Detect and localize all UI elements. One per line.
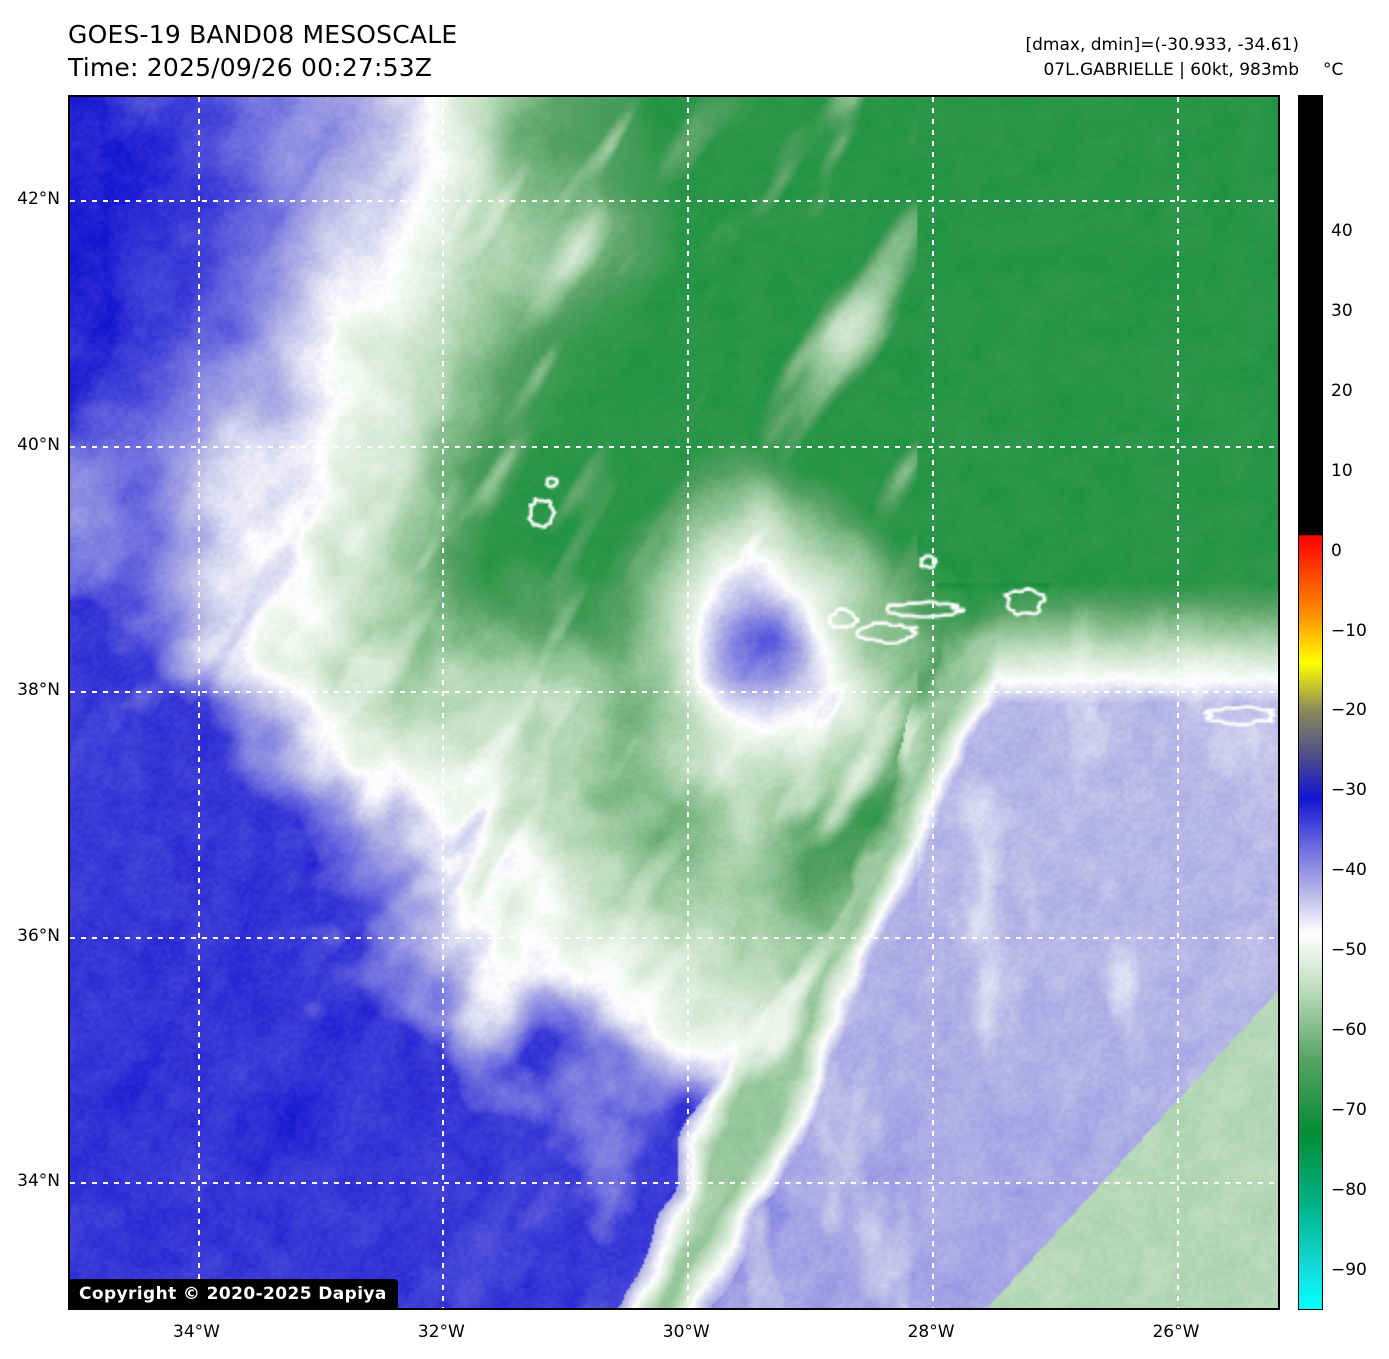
colorbar-tick-label: −10 [1331,620,1367,641]
lat-tick-label: 36°N [17,925,60,946]
lon-tick-label: 26°W [1152,1322,1200,1342]
colorbar-tick-label: −50 [1331,940,1367,961]
storm-info: 07L.GABRIELLE | 60kt, 983mb [1043,60,1299,80]
page-title: GOES-19 BAND08 MESOSCALE [68,20,458,49]
lon-tick-label: 34°W [173,1322,221,1342]
colorbar-tick-label: −70 [1331,1100,1367,1121]
colorbar-tick-label: 0 [1331,540,1342,561]
lon-tick-label: 28°W [907,1322,955,1342]
header-meta-block: [dmax, dmin]=(-30.933, -34.61) 07L.GABRI… [1026,33,1300,83]
colorbar-tick-label: 20 [1331,380,1353,401]
colorbar-tick-label: 40 [1331,220,1353,241]
timestamp: Time: 2025/09/26 00:27:53Z [68,53,433,82]
colorbar-unit-label: °C [1323,60,1344,80]
header-title-block: GOES-19 BAND08 MESOSCALE Time: 2025/09/2… [68,18,457,84]
colorbar-tick-label: −30 [1331,780,1367,801]
copyright-watermark: Copyright © 2020-2025 Dapiya [68,1279,398,1310]
lon-tick-label: 30°W [662,1322,710,1342]
colorbar-tick-label: −40 [1331,860,1367,881]
colorbar-gradient [1299,96,1322,1309]
colorbar[interactable] [1298,95,1323,1310]
colorbar-tick-label: −80 [1331,1180,1367,1201]
colorbar-tick-label: 10 [1331,460,1353,481]
colorbar-tick-label: −60 [1331,1020,1367,1041]
lat-tick-label: 38°N [17,680,60,701]
lon-tick-label: 32°W [417,1322,465,1342]
lat-tick-label: 42°N [17,189,60,210]
satellite-map-panel[interactable] [68,95,1280,1310]
satellite-imagery [70,97,1278,1308]
colorbar-tick-label: −90 [1331,1260,1367,1281]
lat-tick-label: 34°N [17,1171,60,1192]
colorbar-tick-label: −20 [1331,700,1367,721]
colorbar-tick-label: 30 [1331,300,1353,321]
data-range-readout: [dmax, dmin]=(-30.933, -34.61) [1025,35,1300,55]
lat-tick-label: 40°N [17,434,60,455]
